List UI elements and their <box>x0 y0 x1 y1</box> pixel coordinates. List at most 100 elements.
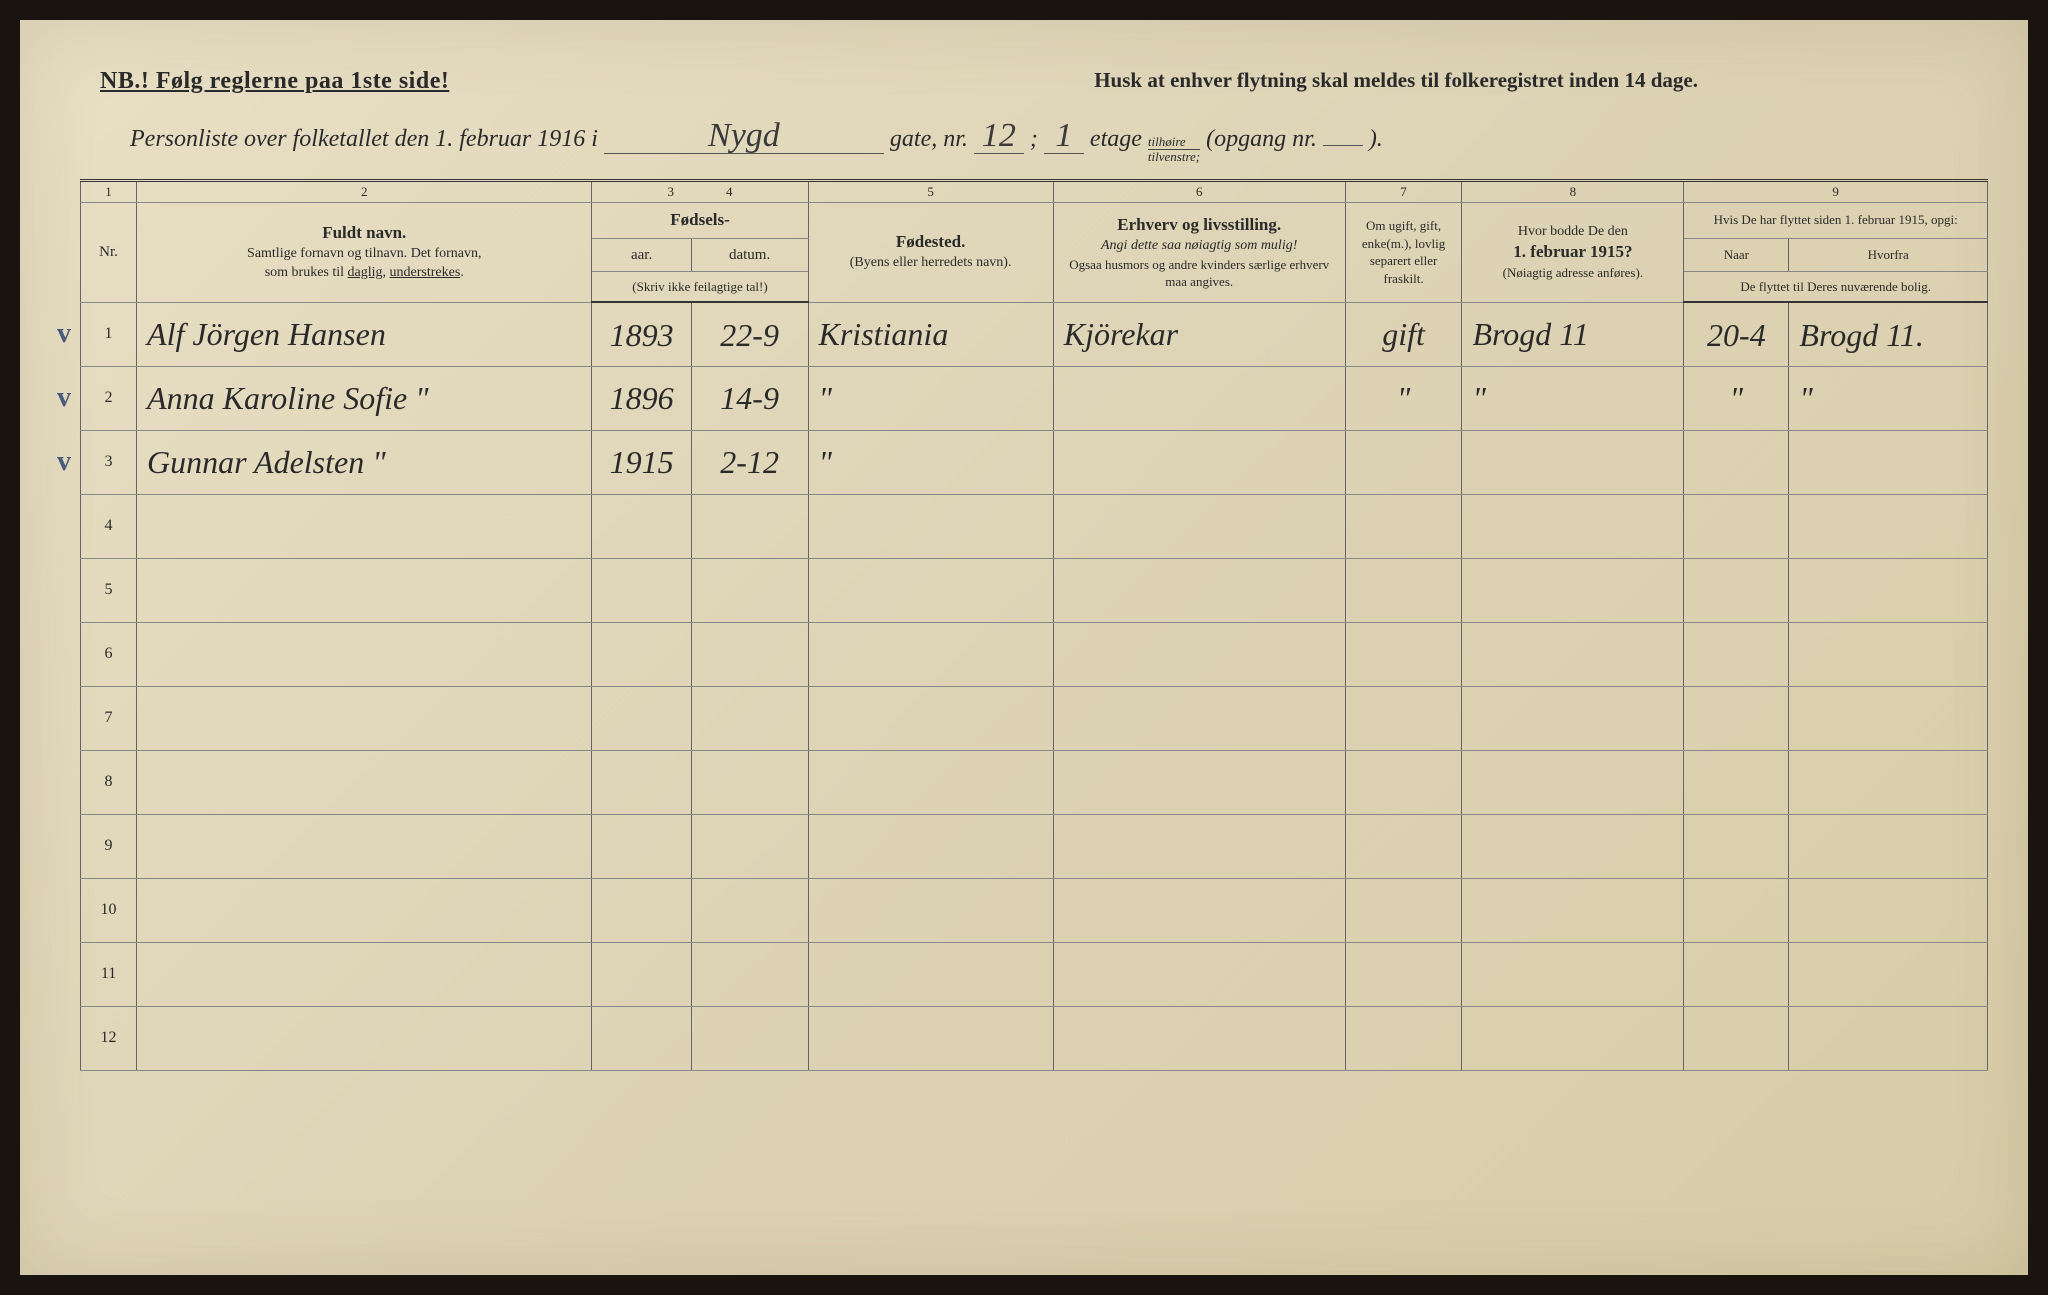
cell-when <box>1684 814 1789 878</box>
cell-date: 22-9 <box>691 302 808 366</box>
cell-year <box>592 1006 691 1070</box>
cell-name <box>137 750 592 814</box>
row-number: 5 <box>81 558 137 622</box>
cell-when <box>1684 750 1789 814</box>
cell-year: 1896 <box>592 366 691 430</box>
cell-bplace: " <box>808 366 1053 430</box>
cell-year <box>592 878 691 942</box>
cell-occ <box>1053 942 1345 1006</box>
cell-date <box>691 1006 808 1070</box>
cell-occ <box>1053 878 1345 942</box>
etage-label: etage <box>1090 126 1142 153</box>
cell-mar <box>1345 814 1462 878</box>
table-row: 9 <box>81 814 1988 878</box>
cell-mar <box>1345 942 1462 1006</box>
cell-from <box>1789 1006 1988 1070</box>
cell-mar <box>1345 750 1462 814</box>
cell-date <box>691 814 808 878</box>
checkmark-icon: v <box>57 446 71 478</box>
hdr-occ: Erhverv og livsstilling. Angi dette saa … <box>1053 202 1345 302</box>
hdr-moved: Hvis De har flyttet siden 1. februar 191… <box>1684 202 1988 238</box>
cell-date <box>691 686 808 750</box>
cell-name: Alf Jörgen Hansen <box>137 302 592 366</box>
cell-when: " <box>1684 366 1789 430</box>
cell-from <box>1789 814 1988 878</box>
cell-date <box>691 942 808 1006</box>
cell-from <box>1789 942 1988 1006</box>
cell-mar <box>1345 622 1462 686</box>
cell-when <box>1684 1006 1789 1070</box>
cell-mar <box>1345 558 1462 622</box>
cell-from: " <box>1789 366 1988 430</box>
gate-label: gate, nr. <box>890 126 968 153</box>
checkmark-icon: v <box>57 318 71 350</box>
cell-occ <box>1053 622 1345 686</box>
cell-occ <box>1053 750 1345 814</box>
table-row: 4 <box>81 494 1988 558</box>
nb-warning: NB.! Følg reglerne paa 1ste side! <box>100 68 449 95</box>
header-row-1: Nr. Fuldt navn. Samtlige fornavn og tiln… <box>81 202 1988 238</box>
cell-name <box>137 1006 592 1070</box>
table-row: 6 <box>81 622 1988 686</box>
cell-from <box>1789 686 1988 750</box>
cell-bplace: " <box>808 430 1053 494</box>
cell-occ <box>1053 814 1345 878</box>
cell-bplace <box>808 1006 1053 1070</box>
checkmark-icon: v <box>57 382 71 414</box>
row-number: 9 <box>81 814 137 878</box>
row-number: 4 <box>81 494 137 558</box>
table-row: 11 <box>81 942 1988 1006</box>
cell-name <box>137 878 592 942</box>
frac-bot: tilvenstre; <box>1148 150 1200 164</box>
hdr-from: Hvorfra <box>1789 238 1988 271</box>
cell-mar <box>1345 430 1462 494</box>
colnum-1: 1 <box>81 180 137 202</box>
cell-occ <box>1053 1006 1345 1070</box>
cell-from <box>1789 750 1988 814</box>
cell-mar <box>1345 1006 1462 1070</box>
frac-top: tilhøire <box>1148 135 1200 150</box>
row-number: 10 <box>81 878 137 942</box>
cell-year: 1893 <box>592 302 691 366</box>
side-fraction: tilhøire tilvenstre; <box>1148 135 1200 165</box>
opgang-field <box>1323 145 1363 146</box>
cell-year <box>592 686 691 750</box>
cell-name <box>137 942 592 1006</box>
cell-when <box>1684 430 1789 494</box>
etage-field: 1 <box>1044 119 1084 154</box>
column-number-row: 1 2 3 4 5 6 7 8 9 <box>81 180 1988 202</box>
cell-date <box>691 750 808 814</box>
cell-name <box>137 622 592 686</box>
cell-when <box>1684 622 1789 686</box>
cell-occ <box>1053 494 1345 558</box>
cell-bplace <box>808 558 1053 622</box>
colnum-7: 7 <box>1345 180 1462 202</box>
cell-bplace: Kristiania <box>808 302 1053 366</box>
cell-from <box>1789 622 1988 686</box>
cell-year <box>592 814 691 878</box>
hdr-birth-note: (Skriv ikke feilagtige tal!) <box>592 271 808 302</box>
husk-reminder: Husk at enhver flytning skal meldes til … <box>1094 68 1698 95</box>
cell-bplace <box>808 878 1053 942</box>
table-row: 8 <box>81 750 1988 814</box>
row-number: 7 <box>81 686 137 750</box>
cell-occ: Kjörekar <box>1053 302 1345 366</box>
table-row: 1vAlf Jörgen Hansen189322-9KristianiaKjö… <box>81 302 1988 366</box>
cell-mar: gift <box>1345 302 1462 366</box>
row-number: 8 <box>81 750 137 814</box>
colnum-8: 8 <box>1462 180 1684 202</box>
row-number: 3v <box>81 430 137 494</box>
cell-date <box>691 878 808 942</box>
cell-when <box>1684 942 1789 1006</box>
table-row: 2vAnna Karoline Sofie "189614-9""""" <box>81 366 1988 430</box>
cell-prev <box>1462 686 1684 750</box>
cell-mar: " <box>1345 366 1462 430</box>
street-field: Nygd <box>604 119 884 154</box>
colnum-6: 6 <box>1053 180 1345 202</box>
row-number: 11 <box>81 942 137 1006</box>
opgang-label: (opgang nr. <box>1206 126 1317 153</box>
cell-occ <box>1053 430 1345 494</box>
cell-name <box>137 558 592 622</box>
cell-bplace <box>808 622 1053 686</box>
gate-nr-field: 12 <box>974 119 1024 154</box>
